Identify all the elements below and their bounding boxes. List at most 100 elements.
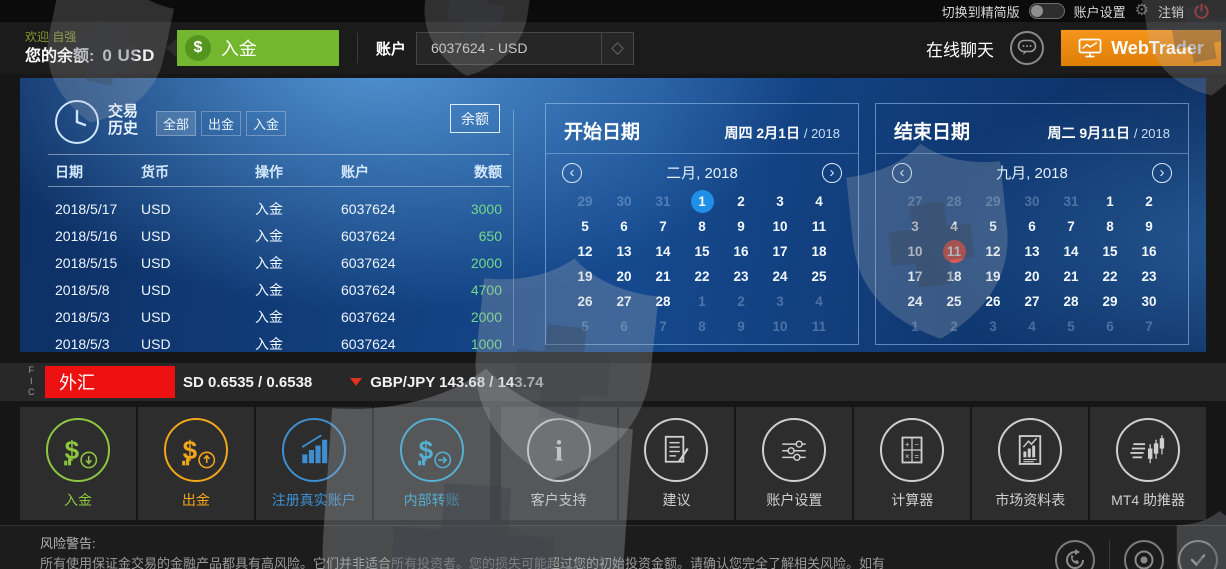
calendar-day[interactable]: 2: [935, 314, 974, 339]
calendar-day[interactable]: 30: [605, 189, 644, 214]
table-cell-date[interactable]: 2018/5/16: [55, 227, 118, 244]
calendar-day[interactable]: 5: [974, 214, 1013, 239]
record-icon[interactable]: [1124, 540, 1164, 569]
calendar-day[interactable]: 9: [1130, 214, 1169, 239]
calendar-day[interactable]: 1: [896, 314, 935, 339]
table-cell-amount[interactable]: 650: [478, 227, 502, 244]
calendar-day[interactable]: 9: [722, 214, 761, 239]
calendar-day[interactable]: 30: [1130, 289, 1169, 314]
shortcut-deposit[interactable]: $ 入金: [20, 407, 136, 520]
shortcut-account-settings[interactable]: 账户设置: [736, 407, 853, 520]
table-cell-amount[interactable]: 1000: [470, 335, 502, 352]
calendar-day[interactable]: 2: [722, 189, 761, 214]
next-month-icon[interactable]: ›: [1152, 162, 1172, 183]
account-settings-label[interactable]: 账户设置: [1073, 4, 1126, 20]
calendar-day[interactable]: 11: [800, 214, 839, 239]
calendar-day[interactable]: 5: [566, 314, 605, 339]
calendar-day[interactable]: 1: [1091, 189, 1130, 214]
shortcut-customer-support[interactable]: i 客户支持: [500, 407, 617, 520]
calendar-day[interactable]: 17: [761, 239, 800, 264]
calendar-day[interactable]: 7: [644, 314, 683, 339]
table-cell-account[interactable]: 6037624: [341, 254, 396, 271]
calendar-day[interactable]: 6: [1013, 214, 1052, 239]
prev-month-icon[interactable]: ‹: [562, 162, 582, 183]
calendar-day[interactable]: 19: [566, 264, 605, 289]
history-tab-0[interactable]: 全部: [156, 111, 197, 136]
calendar-day[interactable]: 21: [644, 264, 683, 289]
calendar-day[interactable]: 27: [896, 189, 935, 214]
calendar-day[interactable]: 17: [896, 264, 935, 289]
calendar-day[interactable]: 13: [605, 239, 644, 264]
shortcut-suggestions[interactable]: 建议: [618, 407, 735, 520]
calendar-day[interactable]: 8: [1091, 214, 1130, 239]
calendar-day[interactable]: 27: [1013, 289, 1052, 314]
calendar-day[interactable]: 29: [1091, 289, 1130, 314]
table-cell-currency[interactable]: USD: [141, 254, 171, 271]
calendar-day[interactable]: 10: [761, 214, 800, 239]
history-scrollbar[interactable]: [513, 110, 514, 346]
calendar-day[interactable]: 27: [605, 289, 644, 314]
callback-phone-icon[interactable]: [1055, 540, 1095, 569]
calendar-day[interactable]: 31: [1052, 189, 1091, 214]
calendar-day[interactable]: 28: [1052, 289, 1091, 314]
calendar-day[interactable]: 2: [1130, 189, 1169, 214]
table-cell-account[interactable]: 6037624: [341, 281, 396, 298]
table-cell-date[interactable]: 2018/5/3: [55, 335, 110, 352]
calendar-day[interactable]: 26: [566, 289, 605, 314]
calendar-day[interactable]: 24: [761, 264, 800, 289]
calendar-day[interactable]: 13: [1013, 239, 1052, 264]
calendar-day[interactable]: 3: [761, 189, 800, 214]
calendar-day[interactable]: 7: [1052, 214, 1091, 239]
shortcut-register-live-account[interactable]: 注册真实账户: [255, 407, 372, 520]
calendar-day[interactable]: 3: [974, 314, 1013, 339]
shortcut-mt4-booster[interactable]: MT4 助推器: [1090, 407, 1207, 520]
table-cell-amount[interactable]: 2000: [470, 254, 502, 271]
calendar-day[interactable]: 15: [1091, 239, 1130, 264]
table-cell-account[interactable]: 6037624: [341, 335, 396, 352]
calendar-day[interactable]: 8: [683, 214, 722, 239]
calendar-day[interactable]: 20: [1013, 264, 1052, 289]
calendar-day[interactable]: 10: [761, 314, 800, 339]
table-cell-date[interactable]: 2018/5/15: [55, 254, 118, 271]
table-cell-currency[interactable]: USD: [141, 281, 171, 298]
calendar-day[interactable]: 1: [683, 289, 722, 314]
table-cell-operation[interactable]: 入金: [255, 254, 283, 271]
chat-bubble-icon[interactable]: [1010, 31, 1044, 65]
next-month-icon[interactable]: ›: [822, 162, 842, 183]
calendar-day[interactable]: 5: [566, 214, 605, 239]
gear-icon[interactable]: ⚙: [1134, 2, 1149, 19]
table-cell-currency[interactable]: USD: [141, 335, 171, 352]
calendar-day[interactable]: 4: [1013, 314, 1052, 339]
calendar-day[interactable]: 2: [722, 289, 761, 314]
deposit-button[interactable]: $ 入金: [165, 30, 339, 66]
calendar-day[interactable]: 28: [935, 189, 974, 214]
shortcut-calculator[interactable]: + − × = 计算器: [854, 407, 971, 520]
table-cell-operation[interactable]: 入金: [255, 227, 283, 244]
calendar-day[interactable]: 22: [683, 264, 722, 289]
ticker-category-forex[interactable]: 外汇: [45, 366, 175, 398]
calendar-day[interactable]: 8: [683, 314, 722, 339]
calendar-day[interactable]: 21: [1052, 264, 1091, 289]
history-tab-1[interactable]: 出金: [201, 111, 242, 136]
calendar-day[interactable]: 4: [935, 214, 974, 239]
balance-filter-button[interactable]: 余额: [450, 104, 500, 133]
lite-mode-toggle[interactable]: [1028, 3, 1065, 19]
calendar-day[interactable]: 18: [935, 264, 974, 289]
shortcut-market-data[interactable]: 市场资料表: [972, 407, 1089, 520]
table-cell-date[interactable]: 2018/5/17: [55, 200, 118, 217]
webtrader-button[interactable]: WebTrader: [1060, 29, 1222, 67]
logout-label[interactable]: 注销: [1157, 4, 1184, 20]
calendar-day[interactable]: 20: [605, 264, 644, 289]
confirm-check-icon[interactable]: [1178, 540, 1218, 569]
table-cell-amount[interactable]: 3000: [470, 200, 502, 217]
calendar-day[interactable]: 22: [1091, 264, 1130, 289]
calendar-day[interactable]: 16: [1130, 239, 1169, 264]
history-tab-2[interactable]: 入金: [246, 111, 287, 136]
table-cell-date[interactable]: 2018/5/3: [55, 308, 110, 325]
table-cell-operation[interactable]: 入金: [255, 281, 283, 298]
shortcut-withdraw[interactable]: $ 出金: [137, 407, 254, 520]
calendar-day[interactable]: 10: [896, 239, 935, 264]
table-cell-amount[interactable]: 2000: [470, 308, 502, 325]
calendar-day[interactable]: 15: [683, 239, 722, 264]
table-cell-currency[interactable]: USD: [141, 227, 171, 244]
